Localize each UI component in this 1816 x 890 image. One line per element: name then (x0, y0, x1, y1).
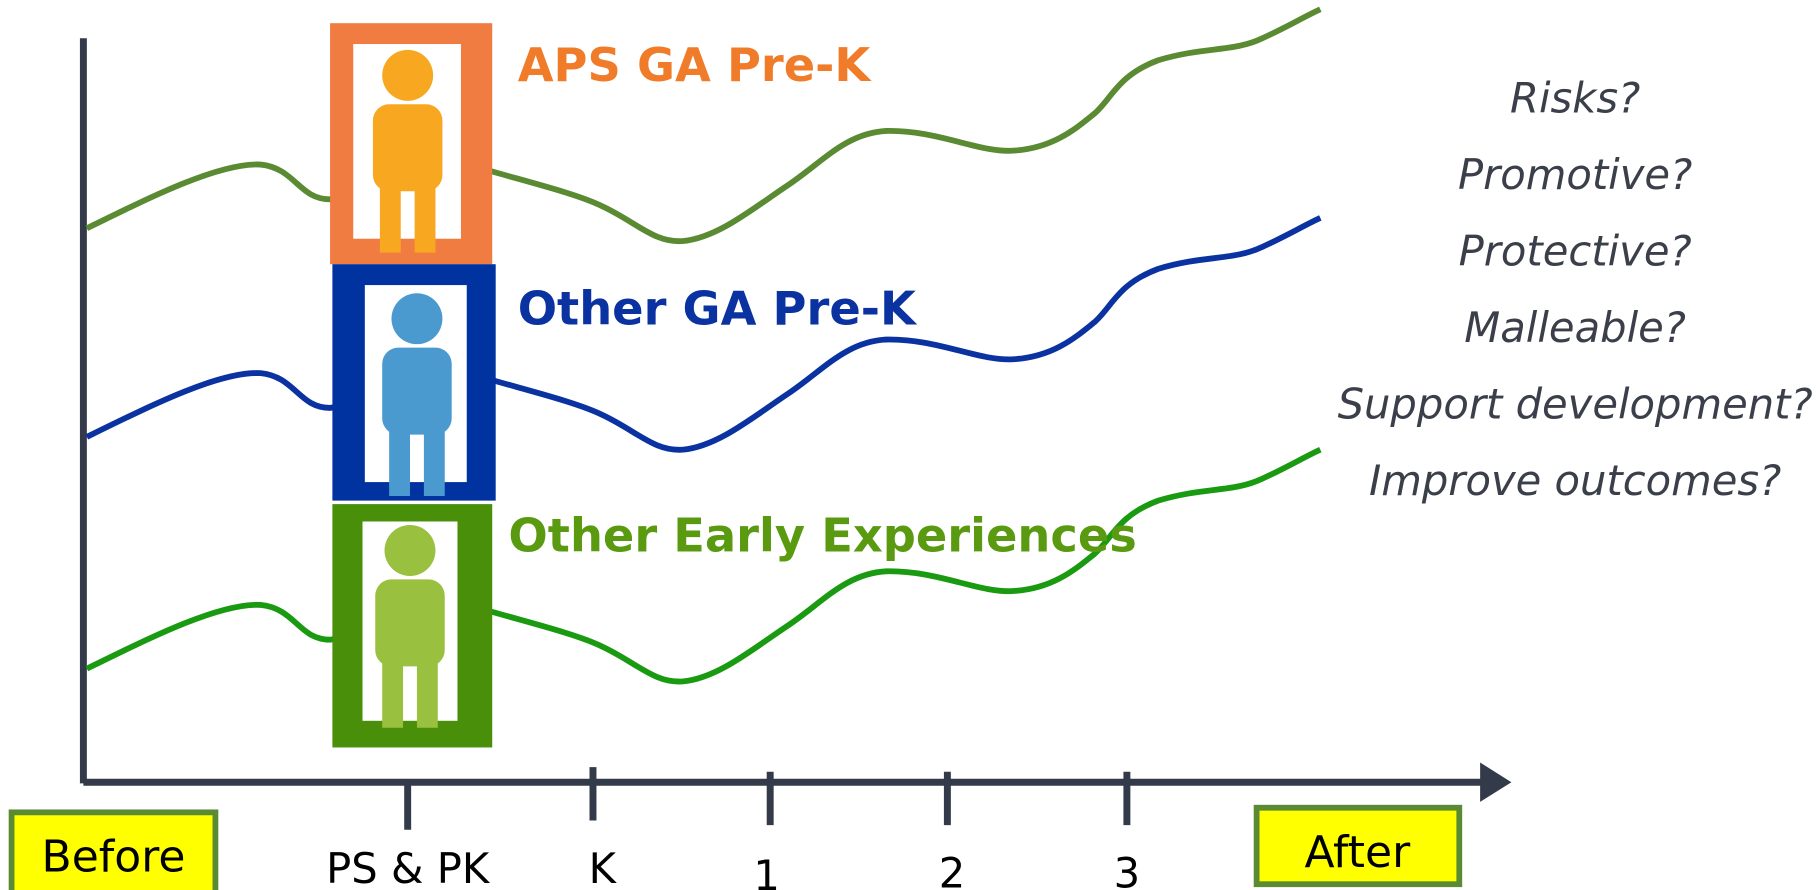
tick-marks (408, 767, 1127, 830)
tick-label: 2 (939, 849, 966, 890)
question: Support development? (1338, 379, 1813, 428)
tick-label: K (589, 844, 618, 890)
group-label: Other GA Pre-K (518, 281, 918, 335)
question: Improve outcomes? (1369, 456, 1781, 505)
question: Malleable? (1464, 303, 1686, 352)
question: Protective? (1459, 226, 1692, 275)
tick-label: 1 (753, 851, 780, 890)
tick-label: 3 (1114, 849, 1141, 890)
diagram: APS GA Pre-K Other GA Pre-K Other Early … (0, 0, 1816, 890)
group-label: Other Early Experiences (508, 509, 1136, 563)
trajectory-line (87, 450, 1320, 682)
group-label: APS GA Pre-K (518, 38, 873, 92)
start-label: Before (42, 831, 186, 882)
page: APS GA Pre-K Other GA Pre-K Other Early … (0, 0, 1816, 890)
axis-arrow (1480, 763, 1511, 802)
question: Promotive? (1458, 150, 1692, 199)
question: Risks? (1510, 73, 1640, 122)
end-label: After (1305, 827, 1412, 878)
tick-label: PS & PK (326, 844, 491, 890)
